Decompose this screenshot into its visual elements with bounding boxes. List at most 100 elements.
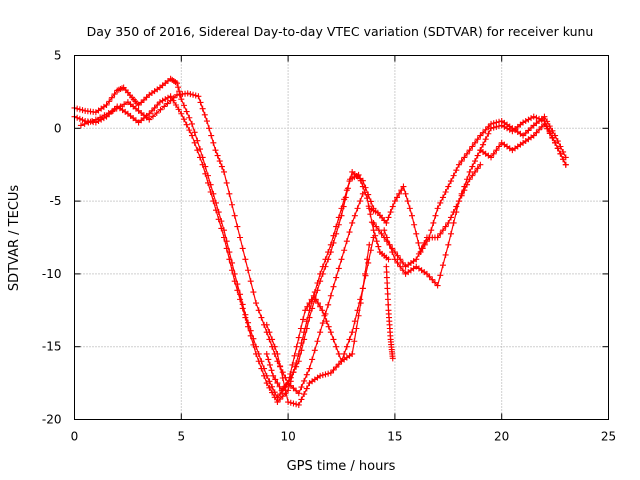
data-point	[450, 172, 457, 179]
data-point	[319, 372, 326, 379]
data-point	[327, 369, 334, 376]
series-trace-1	[71, 75, 392, 401]
x-tick-label: 5	[177, 430, 185, 444]
data-point	[375, 227, 382, 234]
data-point	[434, 282, 441, 289]
data-point	[391, 256, 398, 263]
data-point	[276, 383, 283, 390]
data-point	[453, 209, 460, 216]
data-point	[327, 292, 334, 299]
data-point	[383, 263, 390, 270]
data-point	[279, 393, 286, 400]
data-point	[474, 136, 481, 143]
data-point	[482, 136, 489, 143]
data-point	[472, 139, 478, 146]
data-point	[423, 270, 430, 277]
data-point	[293, 401, 300, 408]
data-point	[151, 104, 158, 111]
y-tick-label: -5	[50, 194, 62, 208]
data-point	[461, 187, 468, 194]
data-point	[293, 360, 300, 367]
data-point	[384, 296, 391, 303]
data-point	[306, 365, 313, 372]
data-point	[346, 178, 353, 185]
data-point	[413, 230, 420, 237]
data-point	[453, 203, 460, 210]
data-point	[399, 267, 406, 274]
data-point	[370, 227, 377, 234]
data-point	[250, 341, 257, 348]
data-point	[77, 122, 84, 129]
data-point	[310, 292, 317, 299]
data-point	[458, 192, 465, 199]
data-point	[205, 179, 211, 186]
data-point	[560, 156, 567, 163]
data-point	[365, 191, 372, 198]
data-point	[367, 211, 374, 218]
data-point	[490, 124, 497, 131]
data-point	[239, 305, 246, 312]
data-point	[213, 207, 220, 214]
data-point	[399, 259, 406, 266]
data-point	[349, 219, 356, 226]
data-point	[442, 223, 449, 230]
data-point	[319, 307, 326, 314]
data-point	[383, 274, 390, 281]
data-point	[432, 212, 439, 219]
y-tick-label: 0	[54, 121, 62, 135]
y-axis-label: SDTVAR / TECUs	[7, 185, 22, 292]
data-point	[327, 329, 334, 336]
data-point	[298, 384, 305, 391]
data-point	[415, 239, 422, 246]
data-point	[266, 329, 273, 336]
data-point	[488, 154, 495, 161]
data-point	[221, 168, 228, 175]
data-point	[298, 340, 305, 347]
data-point	[325, 370, 332, 377]
data-point	[442, 189, 449, 195]
data-point	[285, 399, 292, 406]
data-point	[289, 361, 296, 368]
series-line	[373, 115, 567, 268]
data-point	[394, 259, 401, 266]
data-point	[170, 94, 177, 101]
data-point	[164, 100, 171, 107]
data-point	[472, 158, 478, 165]
data-point	[343, 187, 350, 194]
data-point	[282, 387, 289, 394]
data-point	[301, 377, 308, 384]
series-line	[74, 78, 389, 399]
data-point	[333, 223, 340, 230]
data-point	[525, 116, 532, 123]
data-point	[428, 227, 435, 234]
data-point	[237, 234, 244, 241]
data-point	[385, 256, 392, 263]
data-point	[186, 114, 193, 121]
data-point	[295, 350, 302, 357]
data-point	[330, 366, 337, 373]
data-point	[396, 190, 403, 197]
data-point	[148, 107, 155, 114]
data-point	[338, 205, 345, 212]
data-point	[196, 154, 203, 161]
data-point	[180, 116, 187, 123]
data-point	[398, 187, 405, 194]
data-point	[387, 209, 394, 216]
data-point	[463, 181, 470, 188]
data-point	[113, 105, 120, 112]
data-point	[81, 120, 88, 127]
y-tick-label: -20	[42, 413, 62, 427]
data-point	[266, 361, 273, 368]
series-trace-9	[477, 120, 569, 168]
x-tick-label: 25	[601, 430, 616, 444]
data-point	[530, 132, 537, 139]
data-point	[79, 116, 86, 123]
series-trace-6	[366, 113, 569, 256]
data-point	[263, 350, 270, 357]
axis-ticks: 0 5 10 15 20 25 5 0 -5 -10 -15 -20	[42, 49, 616, 444]
data-point	[303, 371, 310, 378]
data-point	[231, 278, 238, 285]
data-point	[415, 250, 422, 257]
data-point	[263, 380, 270, 387]
data-point	[191, 129, 198, 136]
